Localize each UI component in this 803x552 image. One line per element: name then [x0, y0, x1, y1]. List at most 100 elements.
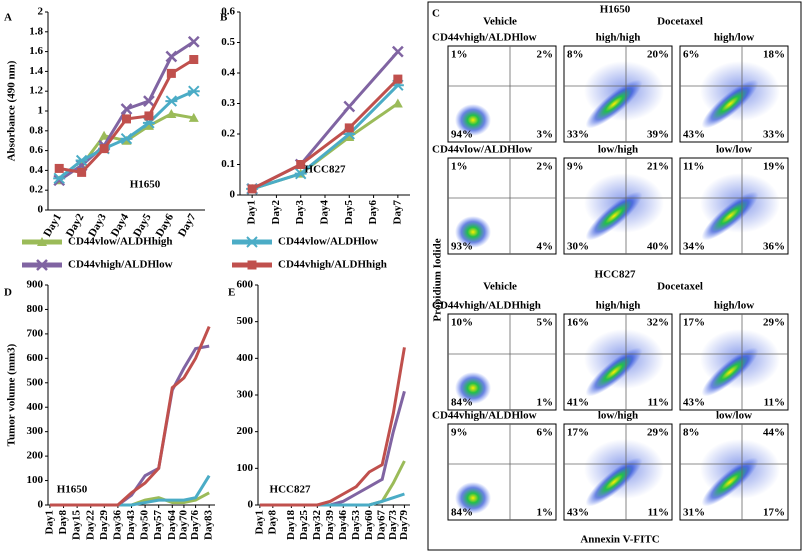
y-tick-label: 0.4	[221, 67, 235, 79]
quadrant-percent: 21%	[647, 161, 669, 173]
y-tick-label: 0.8	[29, 124, 43, 136]
y-tick-label: 0.1	[221, 158, 235, 170]
marker	[187, 35, 200, 48]
group-title: HCC827	[595, 269, 636, 281]
x-tick-label: Day15	[71, 510, 83, 540]
x-tick-label: Day79	[398, 510, 410, 540]
condition-label: Vehicle	[483, 281, 517, 293]
legend-label: CD44vlow/ALDHlow	[278, 236, 378, 248]
y-tick-label: 600	[27, 352, 44, 364]
legend-label: CD44vhigh/ALDHhigh	[278, 259, 387, 271]
y-tick-label: 400	[27, 401, 44, 413]
quadrant-percent: 18%	[763, 49, 785, 61]
quadrant-percent: 8%	[567, 49, 584, 61]
quadrant-percent: 33%	[567, 129, 589, 141]
series-line	[251, 78, 399, 191]
quadrant-percent: 93%	[451, 241, 473, 253]
quadrant-percent: 3%	[537, 129, 554, 141]
quadrant-percent: 36%	[763, 241, 785, 253]
row-label: CD44vlow/ALDHlow	[432, 144, 532, 156]
x-tick-label: Day57	[152, 510, 164, 540]
x-tick-label: Day36	[111, 510, 123, 540]
legend-marker	[246, 236, 258, 248]
marker	[99, 130, 110, 140]
marker	[165, 95, 178, 107]
marker	[391, 45, 404, 58]
quadrant-percent: 94%	[451, 129, 473, 141]
quadrant-percent: 31%	[683, 507, 705, 519]
x-tick-label: Day6	[367, 200, 379, 225]
quadrant-percent: 11%	[764, 397, 785, 409]
series-line	[259, 347, 406, 507]
x-tick-label: Day4	[319, 200, 331, 225]
y-tick-label: 300	[237, 389, 254, 401]
quadrant-percent: 1%	[451, 49, 468, 61]
quadrant-percent: 10%	[451, 317, 473, 329]
marker	[77, 167, 87, 177]
y-tick-label: 0.6	[29, 144, 43, 156]
y-tick-label: 200	[27, 450, 44, 462]
marker	[166, 108, 177, 118]
panel-label: D	[4, 287, 12, 299]
cell-density	[701, 79, 759, 129]
quadrant-percent: 29%	[763, 317, 785, 329]
marker	[296, 160, 306, 169]
y-tick-label: 1	[38, 105, 44, 117]
marker	[143, 95, 155, 107]
quadrant-percent: 41%	[567, 397, 589, 409]
y-tick-label: 0	[38, 499, 44, 511]
x-tick-label: Day1	[246, 200, 258, 224]
y-tick-label: 1.8	[29, 25, 43, 37]
quadrant-percent: 9%	[451, 427, 468, 439]
cell-density	[455, 216, 491, 248]
marker	[120, 103, 133, 115]
panel-label: A	[4, 12, 12, 24]
row-label: CD44vhigh/ALDHlow	[432, 410, 537, 422]
x-tick-label: Day7	[391, 200, 403, 225]
quadrant-percent: 6%	[537, 427, 554, 439]
quadrant-percent: 34%	[683, 241, 705, 253]
x-tick-label: Day83	[203, 510, 215, 540]
quadrant-percent: 16%	[567, 317, 589, 329]
quadrant-percent: 1%	[537, 507, 554, 519]
y-tick-label: 1.6	[29, 45, 43, 57]
series-line	[49, 325, 211, 507]
legend-marker	[36, 259, 48, 271]
row-label: high/high	[596, 300, 641, 312]
panel-label: C	[432, 8, 440, 20]
y-tick-label: 0.2	[29, 184, 43, 196]
x-tick-label: Day70	[177, 510, 189, 540]
x-tick-label: Day60	[363, 510, 375, 540]
quadrant-percent: 19%	[763, 161, 785, 173]
quadrant-percent: 2%	[537, 161, 554, 173]
marker	[53, 172, 66, 185]
y-tick-label: 0	[38, 204, 44, 216]
marker	[343, 100, 356, 113]
panel-label: B	[220, 12, 228, 24]
y-tick-label: 0.2	[221, 128, 235, 140]
quadrant-percent: 29%	[647, 427, 669, 439]
marker	[189, 55, 199, 65]
y-tick-label: 1.2	[29, 85, 43, 97]
legend-label: CD44vhigh/ALDHlow	[68, 259, 173, 271]
quadrant-percent: 5%	[537, 317, 554, 329]
y-tick-label: 0.4	[29, 164, 43, 176]
marker	[122, 114, 131, 124]
marker	[344, 123, 354, 133]
y-tick-label: 100	[237, 462, 254, 474]
row-label: low/high	[598, 410, 638, 422]
x-tick-label: Day29	[98, 510, 110, 540]
y-axis-label: Absorbance (490 nm)	[6, 60, 18, 161]
x-tick-label: Day46	[337, 510, 349, 540]
y-tick-label: 900	[27, 279, 44, 291]
quadrant-percent: 39%	[647, 129, 669, 141]
y-tick-label: 2	[38, 6, 44, 18]
y-tick-label: 400	[237, 352, 254, 364]
y-tick-label: 600	[237, 279, 254, 291]
x-tick-label: Day73	[387, 510, 399, 540]
cell-density	[585, 347, 643, 397]
marker	[294, 167, 307, 180]
quadrant-percent: 33%	[763, 129, 785, 141]
x-tick-label: Day8	[266, 510, 278, 535]
y-axis-label: Tumor volume (mm3)	[6, 343, 18, 446]
